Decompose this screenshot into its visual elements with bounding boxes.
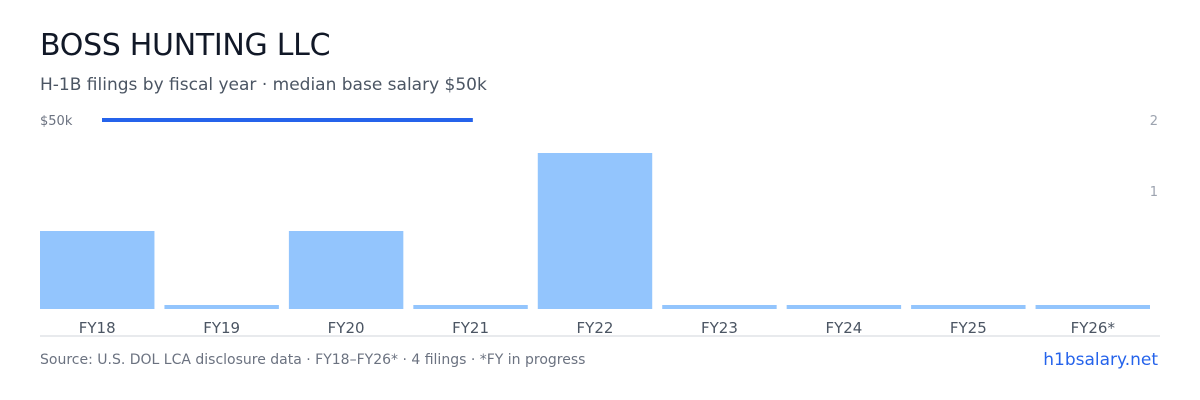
right-axis-tick-label: 1 [1150,185,1158,200]
x-tick-label: FY25 [950,319,987,337]
source-note: Source: U.S. DOL LCA disclosure data · F… [40,352,586,368]
x-tick-label: FY24 [825,319,862,337]
bar [40,231,155,309]
salary-label: $50k [40,114,73,129]
x-tick-label: FY23 [701,319,738,337]
bar-chart: 1 2 FY18 FY19 FY20 FY21 FY22 FY23 FY24 FY25 FY26* $… [40,114,1160,337]
bar [662,305,777,309]
bar [537,153,653,309]
bar [786,305,902,309]
right-axis-tick-label: 2 [1150,114,1158,129]
bar [1035,305,1150,309]
x-tick-label: FY22 [577,319,614,337]
bar [911,305,1026,309]
brand-link[interactable]: h1bsalary.net [1043,350,1158,370]
bar [413,305,528,309]
page-title: BOSS HUNTING LLC [40,28,331,63]
bar [164,305,279,309]
x-tick-label: FY18 [79,319,116,337]
bar [288,231,404,309]
x-tick-label: FY26* [1071,319,1116,337]
chart-subtitle: H-1B filings by fiscal year · median bas… [40,75,487,95]
x-tick-label: FY20 [328,319,365,337]
x-tick-label: FY19 [203,319,240,337]
x-tick-label: FY21 [452,319,489,337]
